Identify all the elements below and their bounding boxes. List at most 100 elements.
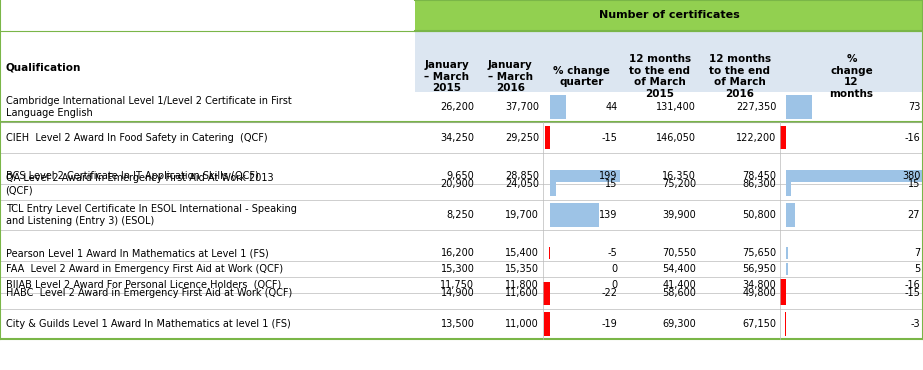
Text: 227,350: 227,350 [736,102,776,112]
Bar [478,169,543,199]
Text: %
change
12
months: % change 12 months [830,54,873,99]
Text: 69,300: 69,300 [662,319,696,329]
Bar [785,170,923,182]
Text: FAA  Level 2 Award in Emergency First Aid at Work (QCF): FAA Level 2 Award in Emergency First Aid… [6,264,282,274]
Text: 146,050: 146,050 [656,133,696,143]
Text: 139: 139 [599,210,617,220]
Bar [478,261,543,277]
Bar [543,261,620,277]
Text: % change
quarter: % change quarter [553,66,610,87]
Text: HABC  Level 2 Award in Emergency First Aid at Work (QCF): HABC Level 2 Award in Emergency First Ai… [6,288,292,298]
Bar [415,278,478,309]
Text: 29,250: 29,250 [505,133,539,143]
Text: -19: -19 [602,319,617,329]
Text: -5: -5 [607,248,617,258]
Text: January
– March
2015: January – March 2015 [425,60,469,93]
Text: January
– March
2016: January – March 2016 [488,60,533,93]
Text: -16: -16 [905,280,920,290]
Bar [478,199,543,230]
Bar [700,261,780,277]
Text: 0: 0 [611,280,617,290]
Bar [780,169,923,199]
Bar [0,169,415,199]
Bar [415,261,478,277]
Bar [415,169,478,199]
Bar [620,261,700,277]
Bar [700,31,780,122]
Bar [0,277,415,293]
Text: 70,550: 70,550 [662,248,696,258]
Bar [620,199,700,230]
Text: 11,750: 11,750 [440,280,474,290]
Text: 131,400: 131,400 [656,102,696,112]
Bar [478,168,543,184]
Text: 78,450: 78,450 [742,171,776,181]
Text: 12 months
to the end
of March
2015: 12 months to the end of March 2015 [629,54,691,99]
Bar [620,92,700,122]
Bar [543,122,620,153]
Bar [544,312,550,336]
Bar [543,277,620,293]
Bar [700,199,780,230]
Bar [543,199,620,230]
Text: 27: 27 [907,210,920,220]
Bar [0,31,415,122]
Text: 9,650: 9,650 [447,171,474,181]
Text: QA Level 2 Award In Emergency First Aid At Work 2013
(QCF): QA Level 2 Award In Emergency First Aid … [6,173,273,195]
Bar [0,245,415,261]
Text: 75,200: 75,200 [662,179,696,189]
Bar [620,277,700,293]
Text: 37,700: 37,700 [505,102,539,112]
Bar [700,278,780,309]
Bar [0,278,415,309]
Text: 11,600: 11,600 [505,288,539,298]
Text: Pearson Level 1 Award In Mathematics at Level 1 (FS): Pearson Level 1 Award In Mathematics at … [6,248,269,258]
Text: 15: 15 [605,179,617,189]
Text: 41,400: 41,400 [662,280,696,290]
Bar [780,168,923,184]
Text: 24,050: 24,050 [505,179,539,189]
Text: 50,800: 50,800 [742,210,776,220]
Bar [785,247,788,259]
Text: Qualification: Qualification [6,63,81,73]
Bar [620,122,700,153]
Text: 58,600: 58,600 [662,288,696,298]
Bar [548,247,550,259]
Bar [543,245,620,261]
Text: BCS Level 2 Certificate In IT Application Skills (QCF): BCS Level 2 Certificate In IT Applicatio… [6,171,258,181]
Bar [0,168,415,184]
Bar [543,309,620,339]
Bar [543,278,620,309]
Bar [780,122,923,153]
Text: 11,000: 11,000 [505,319,539,329]
Text: 15,400: 15,400 [505,248,539,258]
Bar [780,199,923,230]
Text: 20,900: 20,900 [440,179,474,189]
Bar [415,245,478,261]
Bar [0,309,415,339]
Text: 67,150: 67,150 [742,319,776,329]
Bar [780,309,923,339]
Text: 86,300: 86,300 [742,179,776,189]
Text: 16,350: 16,350 [662,171,696,181]
Text: 73: 73 [908,102,920,112]
Text: 0: 0 [611,264,617,274]
Bar [0,92,415,122]
Text: 12 months
to the end
of March
2016: 12 months to the end of March 2016 [709,54,771,99]
Bar [700,277,780,293]
Bar [0,122,415,153]
Bar [415,92,478,122]
Bar [620,168,700,184]
Text: 28,850: 28,850 [505,171,539,181]
Text: 14,900: 14,900 [440,288,474,298]
Text: 5: 5 [914,264,920,274]
Text: 13,500: 13,500 [440,319,474,329]
Bar [780,92,923,122]
Text: 15,300: 15,300 [440,264,474,274]
Bar [700,92,780,122]
Text: 44: 44 [605,102,617,112]
Bar [780,245,923,261]
Bar [780,278,923,309]
Bar [478,277,543,293]
Bar [543,168,620,184]
